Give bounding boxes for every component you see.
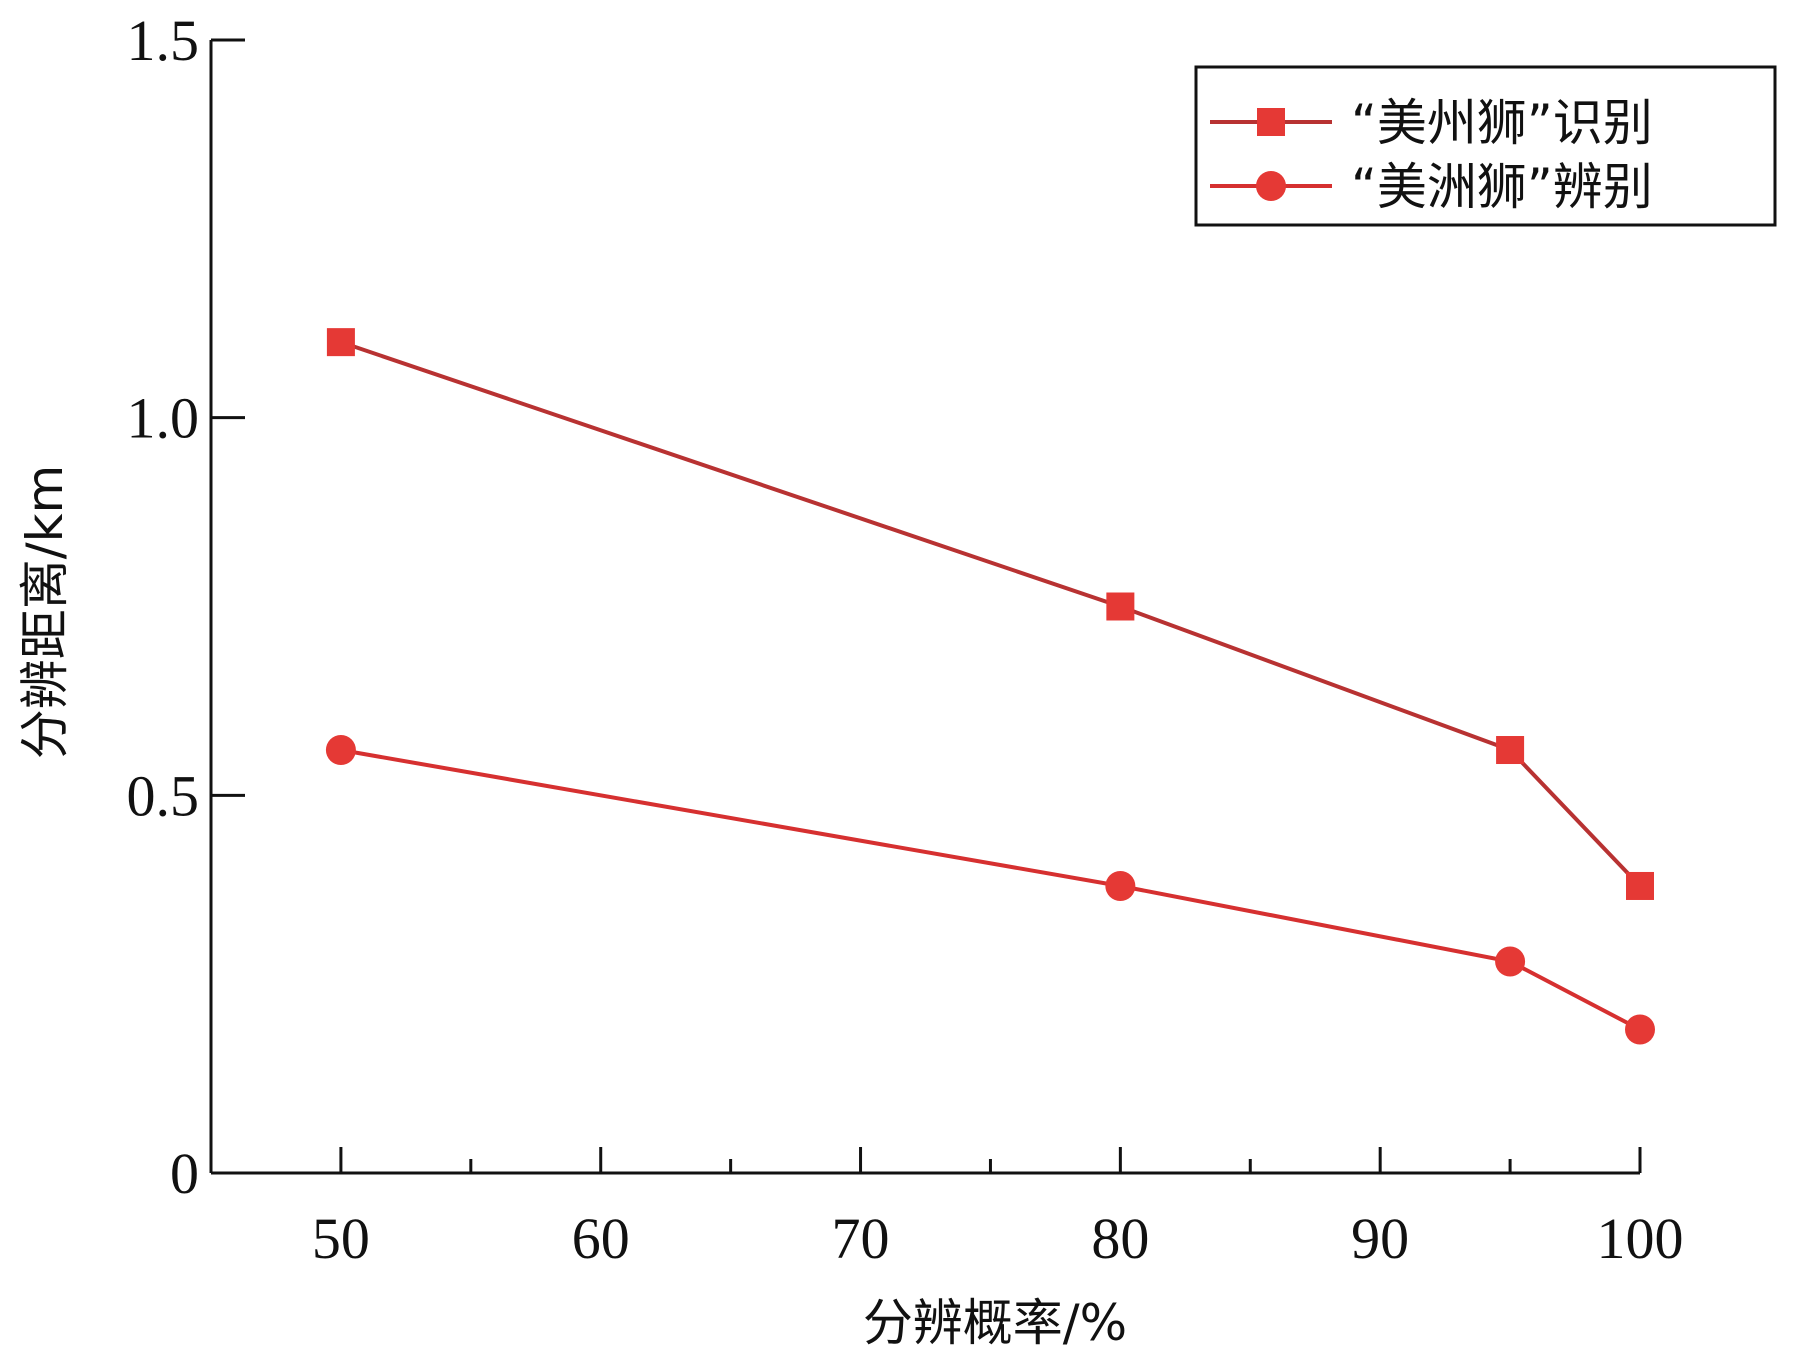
x-tick-label: 60 <box>572 1206 630 1271</box>
x-tick-label: 50 <box>312 1206 370 1271</box>
legend-label: “美洲狮”辨别 <box>1351 158 1653 216</box>
axes <box>209 40 1640 1175</box>
legend-item: “美洲狮”辨别 <box>1210 158 1653 216</box>
series-line <box>340 340 1642 888</box>
x-tick-label: 90 <box>1351 1206 1409 1271</box>
data-point-circle <box>325 735 356 766</box>
series-line <box>340 748 1641 1032</box>
y-tick-label: 0 <box>170 1141 199 1206</box>
x-tick-label: 70 <box>832 1206 890 1271</box>
y-tick-label: 1.0 <box>127 386 200 451</box>
legend: “美州狮”识别 “美洲狮”辨别 <box>1194 65 1777 227</box>
x-axis-title: 分辨概率/% <box>863 1294 1127 1352</box>
y-axis-title: 分辨距离/km <box>16 465 74 760</box>
data-point-circle <box>1105 870 1136 901</box>
legend-marker-circle <box>1256 171 1286 201</box>
data-point-circle <box>1495 946 1526 977</box>
x-tick-label: 100 <box>1597 1206 1684 1271</box>
series-2 <box>325 735 1655 1045</box>
series-layer <box>325 328 1655 1045</box>
y-tick-label: 0.5 <box>127 763 200 828</box>
x-tick-label: 80 <box>1091 1206 1149 1271</box>
legend-marker-square <box>1257 108 1285 136</box>
legend-label: “美州狮”识别 <box>1351 94 1653 152</box>
legend-item: “美州狮”识别 <box>1210 94 1653 152</box>
ticks: 50 60 70 80 90 100 0 0.5 1.0 1.5 <box>127 8 1684 1271</box>
data-point-square <box>326 328 355 357</box>
series-1 <box>326 328 1654 900</box>
legend-box <box>1194 65 1777 227</box>
data-point-square <box>1496 736 1525 765</box>
data-point-square <box>1626 871 1654 900</box>
data-point-square <box>1106 592 1135 621</box>
y-tick-label: 1.5 <box>127 8 200 73</box>
data-point-circle <box>1625 1014 1655 1045</box>
